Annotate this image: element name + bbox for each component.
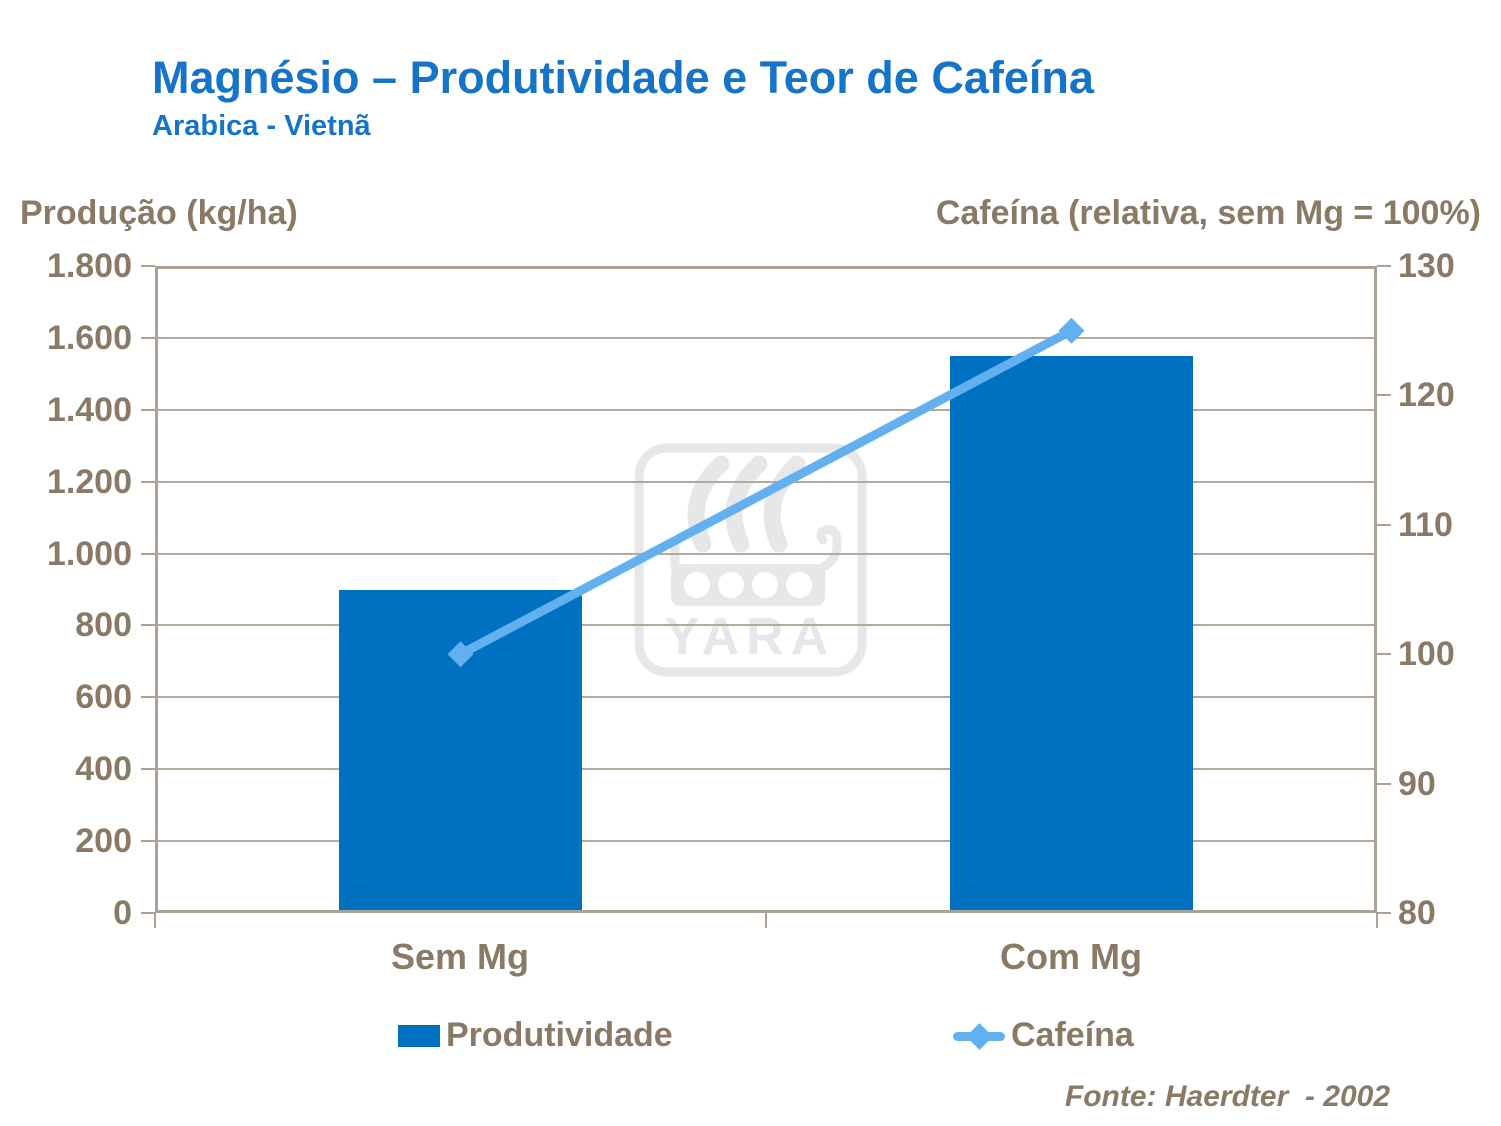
- right-axis-title: Cafeína (relativa, sem Mg = 100%): [935, 194, 1481, 232]
- ship-prow: [816, 525, 842, 573]
- left-axis-tick: [141, 265, 155, 267]
- x-label-sem-mg: Sem Mg: [390, 936, 530, 977]
- right-axis-tick-label: 90: [1398, 764, 1436, 803]
- x-axis-tick: [765, 913, 767, 928]
- hull-circle: [718, 572, 744, 598]
- left-axis-tick-label: 1.400: [46, 390, 132, 429]
- gridline: [155, 408, 1377, 411]
- legend-label-produtividade: Produtividade: [446, 1016, 673, 1054]
- x-axis-tick: [1376, 913, 1378, 928]
- gridline: [155, 840, 1377, 843]
- gridline: [155, 552, 1377, 555]
- watermark-text: YARA: [665, 608, 836, 666]
- chart-subtitle: Arabica - Vietnã: [152, 110, 371, 142]
- x-label-com-mg: Com Mg: [1000, 936, 1142, 977]
- left-axis-tick-label: 1.200: [46, 462, 132, 501]
- bar-legend-swatch: [398, 1024, 440, 1047]
- right-axis-tick-label: 80: [1398, 894, 1436, 932]
- left-axis-tick-label: 200: [75, 822, 132, 861]
- left-axis-tick: [141, 696, 155, 699]
- right-axis-tick-label: 100: [1398, 635, 1455, 674]
- legend-label-cafeina: Cafeína: [1011, 1016, 1134, 1054]
- cafeina-diamond-marker: [447, 641, 474, 668]
- left-axis-tick-label: 1.600: [46, 318, 132, 357]
- sail-icon: [725, 455, 768, 553]
- hull-circle: [752, 572, 778, 598]
- right-axis-tick: [1377, 782, 1391, 785]
- gridline: [155, 696, 1377, 699]
- left-axis-tick-label: 1.000: [46, 534, 132, 573]
- cafeina-line: [456, 326, 1076, 659]
- left-axis-tick: [141, 336, 155, 339]
- right-axis-tick: [1377, 523, 1391, 526]
- right-axis-tick-label: 110: [1398, 505, 1453, 544]
- gridline: [155, 624, 1377, 627]
- legend-item-produtividade: Produtividade: [398, 1016, 673, 1055]
- right-axis-tick: [1377, 265, 1391, 267]
- left-axis-tick: [141, 624, 155, 627]
- left-axis-tick-label: 0: [113, 894, 132, 932]
- right-axis-tick: [1377, 653, 1391, 656]
- hull-circle: [684, 572, 710, 598]
- chart-title: Magnésio – Produtividade e Teor de Cafeí…: [152, 52, 1094, 103]
- left-axis-tick: [141, 768, 155, 771]
- gridline: [155, 768, 1377, 771]
- x-axis-tick: [154, 913, 156, 928]
- left-axis-tick: [141, 840, 155, 843]
- right-axis-tick: [1377, 912, 1391, 914]
- bar-com-mg: [950, 355, 1193, 913]
- right-axis-tick: [1377, 394, 1391, 397]
- right-axis-tick-label: 120: [1398, 376, 1455, 415]
- diamond-marker-icon: [966, 1022, 993, 1050]
- left-axis-tick-label: 1.800: [46, 247, 132, 285]
- gridline: [155, 336, 1377, 339]
- hull-circle: [786, 572, 812, 598]
- sail-icon: [763, 455, 806, 553]
- ship-hull: [671, 564, 825, 606]
- left-axis-title: Produção (kg/ha): [20, 194, 298, 232]
- left-axis-tick: [141, 408, 155, 411]
- left-axis-tick: [141, 552, 155, 555]
- left-axis-tick: [141, 912, 155, 914]
- left-axis-tick-label: 800: [75, 606, 132, 645]
- legend-item-cafeina: Cafeína: [953, 1016, 1134, 1055]
- right-axis-tick-label: 130: [1398, 247, 1455, 285]
- left-axis-tick: [141, 480, 155, 483]
- line-legend-swatch: [953, 1022, 1005, 1050]
- cafeina-diamond-marker: [1058, 317, 1085, 344]
- left-axis-tick-label: 600: [75, 678, 132, 717]
- sail-icon: [687, 455, 730, 553]
- source-text: Fonte: Haerdter - 2002: [1064, 1080, 1390, 1113]
- gridline: [155, 480, 1377, 483]
- yara-logo-watermark: YARA: [634, 443, 867, 677]
- line-series-layer: [447, 317, 1085, 668]
- left-axis-tick-label: 400: [75, 750, 132, 789]
